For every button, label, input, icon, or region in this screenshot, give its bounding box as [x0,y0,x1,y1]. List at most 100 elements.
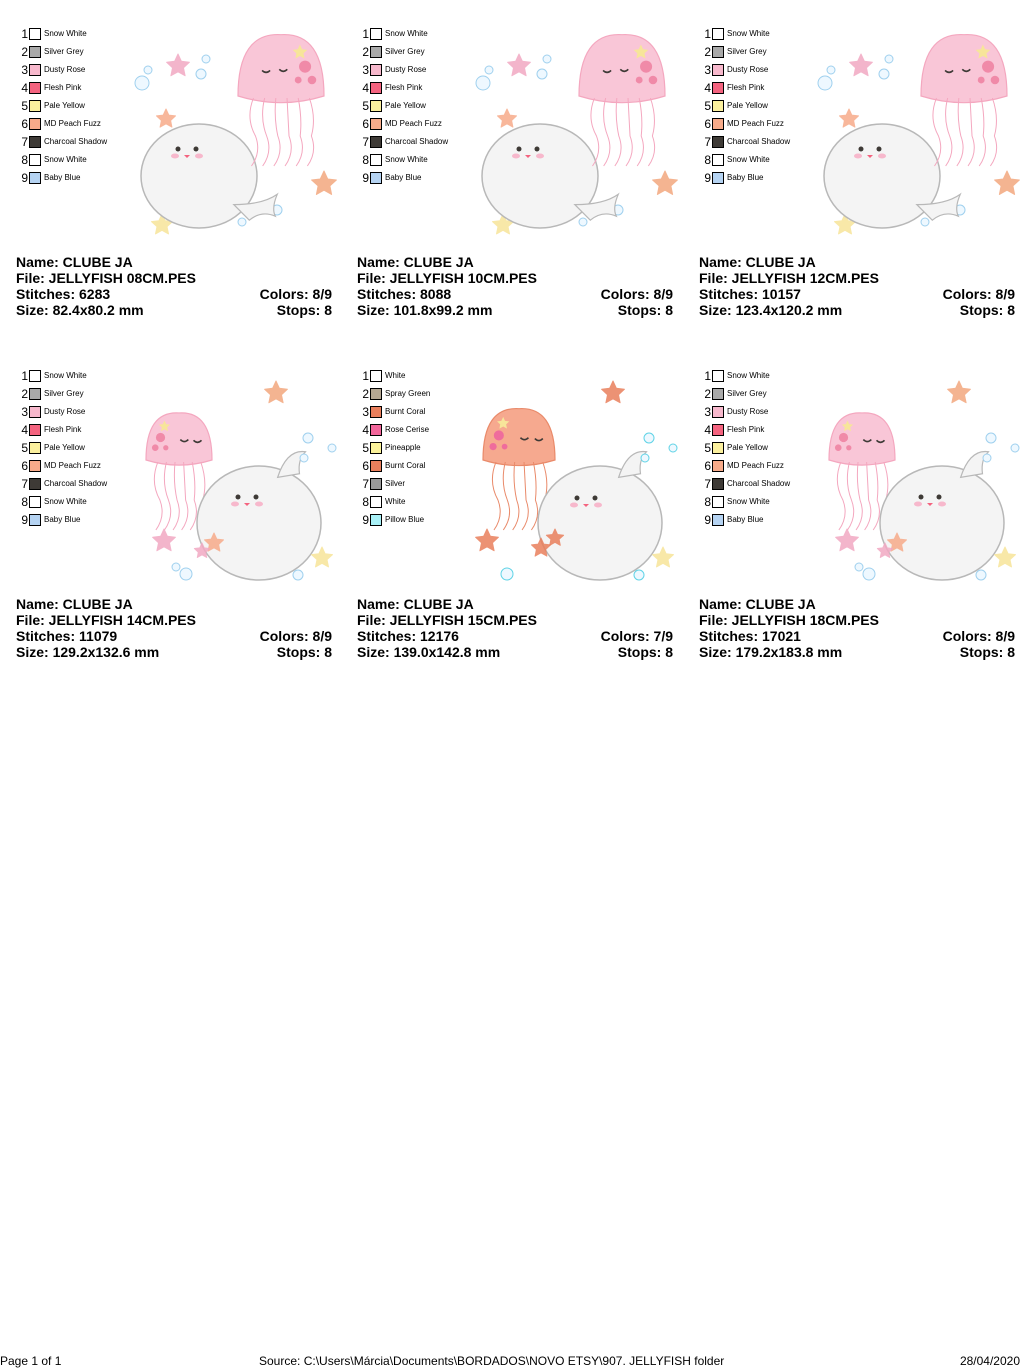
thread-swatch [370,370,382,382]
thread-number: 4 [704,81,711,95]
starfish-icon [545,528,565,546]
thread-swatch [712,136,724,148]
starfish-icon [947,380,971,404]
thread-swatch [29,388,41,400]
thread-name: Snow White [44,371,87,380]
thread-color-row: 1 Snow White [699,26,770,42]
thread-number: 6 [362,117,369,131]
design-size: Size: 179.2x183.8 mm [699,644,843,660]
thread-color-row: 9 Baby Blue [16,512,80,528]
starfish-icon [994,546,1016,568]
thread-name: Flesh Pink [727,83,765,92]
thread-color-row: 9 Pillow Blue [357,512,424,528]
bubble-icon [327,443,337,453]
thread-color-row: 1 Snow White [16,368,87,384]
bubble-icon [643,432,655,444]
thread-name: Pale Yellow [44,101,85,110]
thread-color-row: 7 Charcoal Shadow [16,134,107,150]
bubble-icon [171,562,181,572]
thread-name: Charcoal Shadow [727,479,791,488]
thread-swatch [370,172,382,184]
stop-count: Stops: 8 [959,302,1015,318]
bubble-icon [982,453,992,463]
color-count: Colors: 8/9 [942,286,1015,302]
jellyfish-illustration [145,412,213,531]
design-file: File: JELLYFISH 18CM.PES [699,612,879,628]
thread-number: 9 [704,171,711,185]
thread-swatch [370,46,382,58]
seal-illustration [879,450,1005,581]
bubble-icon [536,68,548,80]
jellyfish-illustration [920,34,1008,167]
thread-swatch [712,460,724,472]
thread-name: Flesh Pink [385,83,423,92]
thread-swatch [370,100,382,112]
thread-name: Dusty Rose [385,65,427,74]
thread-color-row: 3 Dusty Rose [16,62,85,78]
design-size: Size: 101.8x99.2 mm [357,302,493,318]
design-file: File: JELLYFISH 10CM.PES [357,270,537,286]
thread-swatch [370,496,382,508]
thread-number: 1 [704,27,711,41]
thread-number: 5 [362,99,369,113]
thread-swatch [29,82,41,94]
thread-number: 2 [362,387,369,401]
design-card: 1 Snow White 2 Silver Grey 3 Dusty Rose 4 Flesh… [699,368,1024,698]
thread-name: Pale Yellow [727,101,768,110]
starfish-icon [311,170,337,195]
thread-name: Silver Grey [727,47,767,56]
thread-number: 7 [362,477,369,491]
thread-swatch [29,496,41,508]
embroidery-preview [134,34,337,235]
starfish-icon [876,542,894,558]
thread-color-row: 8 Snow White [357,152,428,168]
thread-color-row: 5 Pale Yellow [357,98,426,114]
thread-color-row: 6 MD Peach Fuzz [357,116,442,132]
seal-illustration [823,123,962,229]
starfish-icon [601,380,625,404]
thread-swatch [712,82,724,94]
design-file: File: JELLYFISH 14CM.PES [16,612,196,628]
page-number: Page 1 of 1 [0,1354,62,1368]
design-name: Name: CLUBE JA [699,596,816,612]
starfish-icon [849,53,873,77]
thread-name: White [385,371,406,380]
bubble-icon [292,569,304,581]
stitch-count: Stitches: 17021 [699,628,801,644]
thread-name: Snow White [385,155,428,164]
bubble-icon [862,567,876,581]
thread-name: Silver Grey [44,389,84,398]
thread-number: 3 [704,405,711,419]
seal-illustration [481,123,620,229]
design-card: 1 Snow White 2 Silver Grey 3 Dusty Rose 4 Flesh… [16,26,346,356]
thread-swatch [712,370,724,382]
thread-color-row: 8 Snow White [699,152,769,168]
thread-name: Snow White [727,29,770,38]
thread-color-row: 4 Flesh Pink [699,80,764,96]
starfish-icon [531,537,551,557]
design-card: 1 Snow White 2 Silver Grey 3 Dusty Rose 4 Flesh… [16,368,346,698]
thread-color-row: 5 Pineapple [357,440,420,456]
thread-color-row: 1 Snow White [357,26,427,42]
thread-number: 9 [21,513,28,527]
thread-number: 9 [362,171,369,185]
thread-number: 7 [704,135,711,149]
thread-name: MD Peach Fuzz [727,461,784,470]
thread-swatch [370,460,382,472]
bubble-icon [237,217,247,227]
stitch-count: Stitches: 8088 [357,286,452,302]
thread-number: 2 [21,45,28,59]
starfish-icon [204,532,224,552]
stitch-count: Stitches: 11079 [16,628,118,644]
thread-color-row: 2 Silver Grey [699,386,766,402]
thread-name: Charcoal Shadow [44,137,108,146]
color-count: Colors: 8/9 [259,628,332,644]
thread-name: Dusty Rose [44,407,86,416]
bubble-icon [817,75,833,91]
thread-swatch [29,442,41,454]
bubble-icon [1010,443,1020,453]
thread-swatch [29,100,41,112]
thread-color-row: 6 MD Peach Fuzz [16,458,101,474]
stop-count: Stops: 8 [617,302,673,318]
bubble-icon [640,453,650,463]
